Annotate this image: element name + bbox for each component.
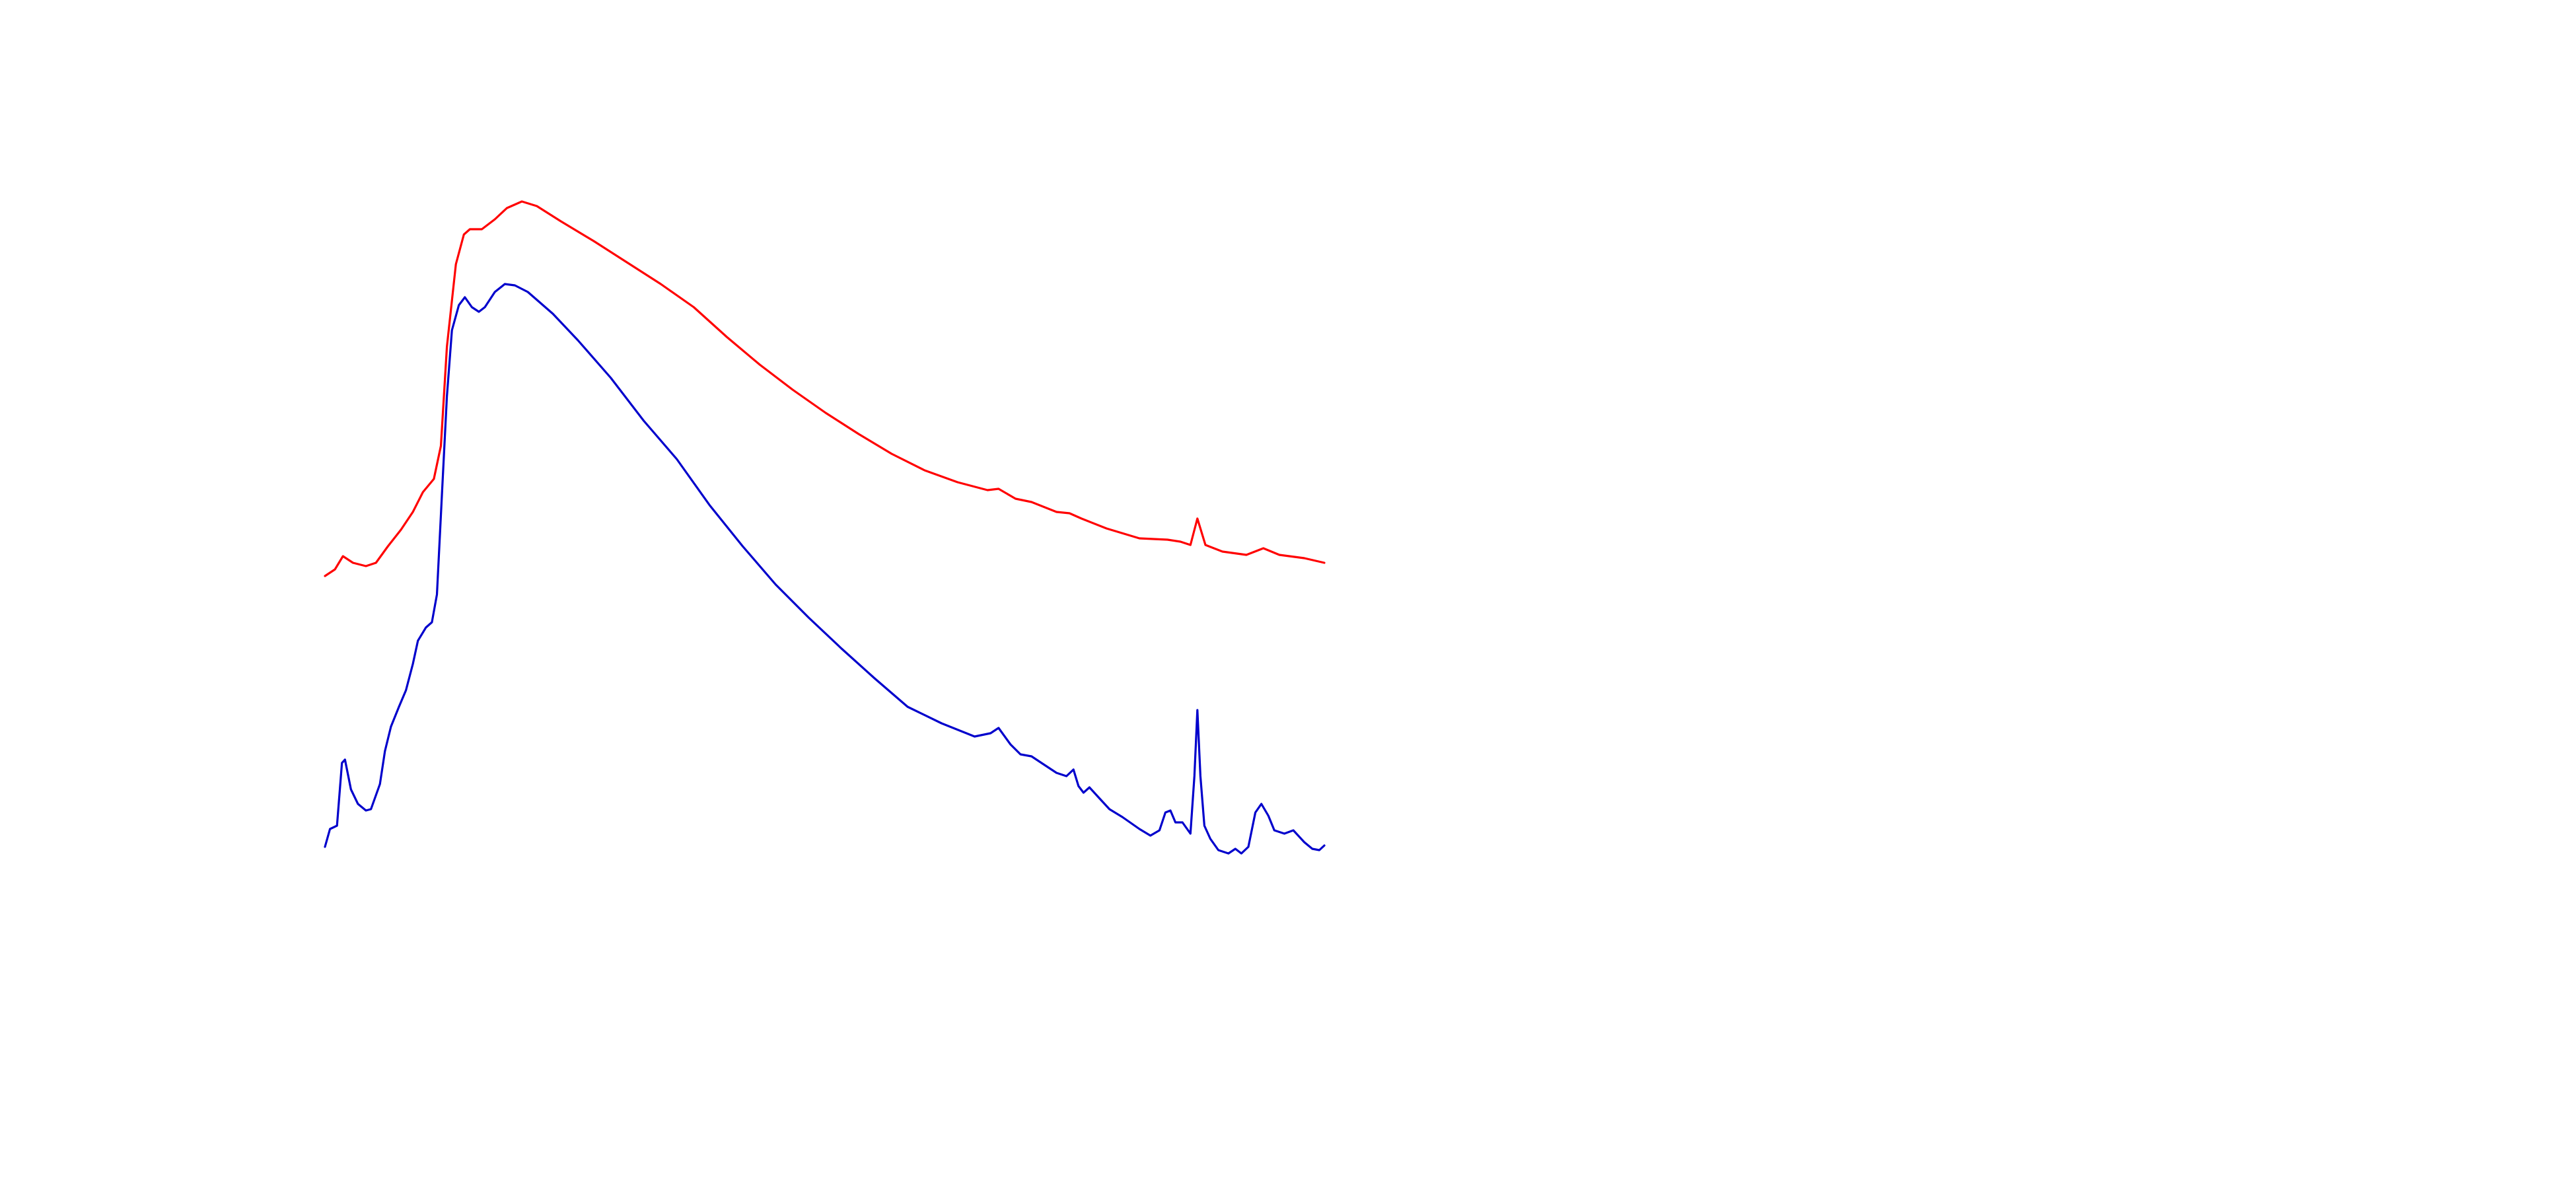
line-series xyxy=(324,200,1326,577)
line-series xyxy=(324,283,1326,855)
